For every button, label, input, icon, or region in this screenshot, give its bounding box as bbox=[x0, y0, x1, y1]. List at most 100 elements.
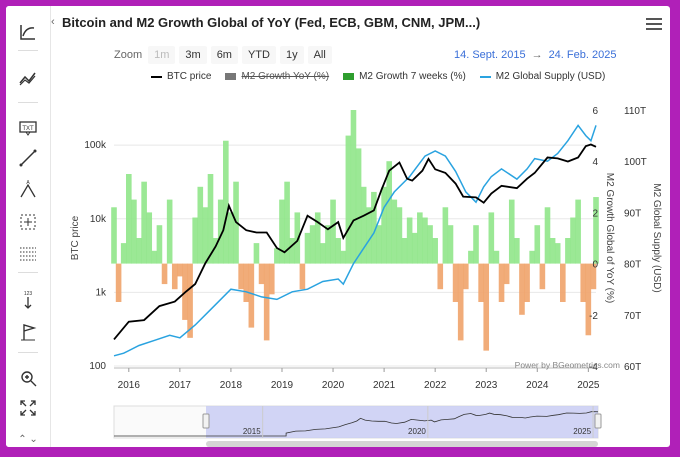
zoom-ytd-button[interactable]: YTD bbox=[241, 46, 276, 64]
m2-growth-bar bbox=[274, 248, 280, 264]
m2-growth-bar bbox=[411, 232, 418, 264]
zoom-6m-button[interactable]: 6m bbox=[210, 46, 238, 64]
legend-item-btc[interactable]: BTC price bbox=[151, 71, 211, 82]
m2-growth-bar bbox=[141, 181, 147, 264]
toolbar-separator bbox=[18, 352, 38, 353]
zoom-label: Zoom bbox=[114, 49, 143, 61]
m2-growth-bar bbox=[314, 212, 321, 264]
toolbar-scroll-icon[interactable]: ⌃ ⌄ bbox=[18, 433, 38, 445]
m2-growth-bar bbox=[263, 263, 270, 341]
m2-growth-bar bbox=[197, 186, 204, 264]
chart-legend: BTC price M2 Growth YoY (%) M2 Growth 7 … bbox=[151, 71, 619, 82]
m2-growth-bar bbox=[253, 243, 260, 264]
m2-growth-bar bbox=[187, 263, 193, 338]
m2-growth-bar bbox=[534, 225, 541, 264]
m2-growth-bar bbox=[544, 207, 551, 264]
m2-growth-bar bbox=[151, 250, 158, 264]
m2-growth-bar bbox=[365, 207, 372, 264]
growth-axis-tick: 4 bbox=[592, 157, 598, 168]
m2-growth-bar bbox=[422, 217, 428, 264]
date-from-input[interactable]: 14. Sept. 2015 bbox=[454, 49, 526, 61]
chart-canvas: 100 1k 10k 100k BTC price -4 -2 0 2 4 6 M2 Growth G… bbox=[70, 106, 662, 447]
m2-growth-bar bbox=[478, 263, 484, 302]
trend-line-icon[interactable] bbox=[15, 20, 41, 44]
m2-growth-bar bbox=[284, 181, 290, 264]
growth-axis-tick: 0 bbox=[592, 260, 598, 271]
m2-growth-bar bbox=[120, 243, 127, 264]
x-axis-tick: 2021 bbox=[373, 380, 396, 391]
svg-text:TXT: TXT bbox=[22, 126, 34, 132]
m2-growth-bar bbox=[171, 263, 178, 290]
m2-growth-bar bbox=[309, 225, 316, 264]
m2-growth-bar bbox=[207, 174, 214, 264]
m2-growth-bar bbox=[391, 199, 398, 264]
zoom-all-button[interactable]: All bbox=[307, 46, 332, 64]
m2-growth-bar bbox=[593, 197, 599, 264]
text-annotation-icon[interactable]: TXT bbox=[15, 116, 41, 140]
growth-axis-tick: -4 bbox=[589, 362, 598, 373]
m2-growth-bar bbox=[146, 212, 153, 264]
m2-growth-bar bbox=[161, 263, 168, 285]
m2-growth-bar bbox=[549, 238, 556, 264]
m2-growth-bar bbox=[585, 263, 592, 336]
growth-axis-tick: 6 bbox=[592, 106, 598, 117]
m2-growth-bar bbox=[442, 207, 449, 264]
date-to-input[interactable]: 24. Feb. 2025 bbox=[548, 49, 617, 61]
fibonacci-icon[interactable]: A bbox=[15, 178, 41, 202]
supply-axis-tick: 110T bbox=[624, 106, 646, 117]
supply-axis-tick: 80T bbox=[624, 260, 641, 271]
m2-growth-bar bbox=[401, 238, 408, 264]
btc-axis-tick: 100 bbox=[89, 361, 106, 372]
m2-growth-bar bbox=[376, 225, 382, 264]
m2-growth-bar bbox=[248, 263, 255, 328]
crosshair-icon[interactable] bbox=[15, 210, 41, 234]
m2-growth-bar bbox=[217, 199, 224, 264]
m2-growth-bar bbox=[192, 217, 198, 264]
m2-growth-bar bbox=[340, 250, 347, 264]
btc-price-line bbox=[113, 143, 597, 340]
x-axis-tick: 2018 bbox=[220, 380, 243, 391]
m2-growth-bar bbox=[294, 212, 301, 264]
moving-average-icon[interactable] bbox=[15, 66, 41, 90]
m2-growth-bar bbox=[570, 217, 576, 264]
m2-growth-bar bbox=[136, 238, 142, 264]
m2-growth-bar bbox=[498, 263, 505, 302]
chart-title: Bitcoin and M2 Growth Global of YoY (Fed… bbox=[62, 15, 481, 30]
navigator-tick: 2025 bbox=[573, 427, 591, 436]
zoom-in-icon[interactable] bbox=[15, 366, 41, 390]
zoom-1y-button[interactable]: 1y bbox=[279, 46, 304, 64]
vertical-counter-icon[interactable]: 123 bbox=[15, 288, 41, 312]
zoom-3m-button[interactable]: 3m bbox=[179, 46, 207, 64]
legend-label: M2 Growth YoY (%) bbox=[241, 71, 330, 82]
toolbar-separator bbox=[18, 102, 38, 103]
legend-item-m2-yoy[interactable]: M2 Growth YoY (%) bbox=[225, 71, 329, 82]
svg-text:A: A bbox=[26, 180, 30, 186]
line-draw-icon[interactable] bbox=[15, 146, 41, 170]
navigator-handle[interactable] bbox=[594, 413, 602, 429]
m2-growth-bar bbox=[514, 238, 520, 264]
zoom-1m-button[interactable]: 1m bbox=[148, 46, 176, 64]
legend-item-m2-supply[interactable]: M2 Global Supply (USD) bbox=[479, 71, 605, 82]
m2-growth-bar bbox=[457, 263, 464, 341]
x-axis-tick: 2017 bbox=[169, 380, 192, 391]
fullscreen-icon[interactable] bbox=[15, 396, 41, 420]
m2-growth-bar bbox=[524, 263, 530, 302]
x-axis-tick: 2022 bbox=[424, 380, 447, 391]
legend-item-m2-7w[interactable]: M2 Growth 7 weeks (%) bbox=[343, 71, 466, 82]
growth-axis-tick: -2 bbox=[589, 311, 598, 322]
m2-growth-bar bbox=[279, 199, 285, 264]
m2-growth-bar bbox=[299, 263, 306, 290]
flag-icon[interactable] bbox=[15, 320, 41, 344]
toolbar-separator bbox=[18, 272, 38, 273]
m2-growth-bar bbox=[289, 238, 295, 264]
collapse-toolbar-icon[interactable]: ‹ bbox=[51, 16, 55, 28]
navigator-handle[interactable] bbox=[202, 413, 210, 429]
m2-growth-bar bbox=[406, 217, 413, 264]
m2-growth-bar bbox=[554, 243, 561, 264]
m2-growth-bar bbox=[427, 225, 433, 264]
m2-growth-bar bbox=[350, 110, 357, 264]
navigator-scrollbar[interactable] bbox=[206, 441, 598, 447]
menu-icon[interactable] bbox=[646, 18, 662, 32]
m2-growth-bar bbox=[360, 186, 367, 264]
m2-growth-bar bbox=[126, 174, 132, 264]
